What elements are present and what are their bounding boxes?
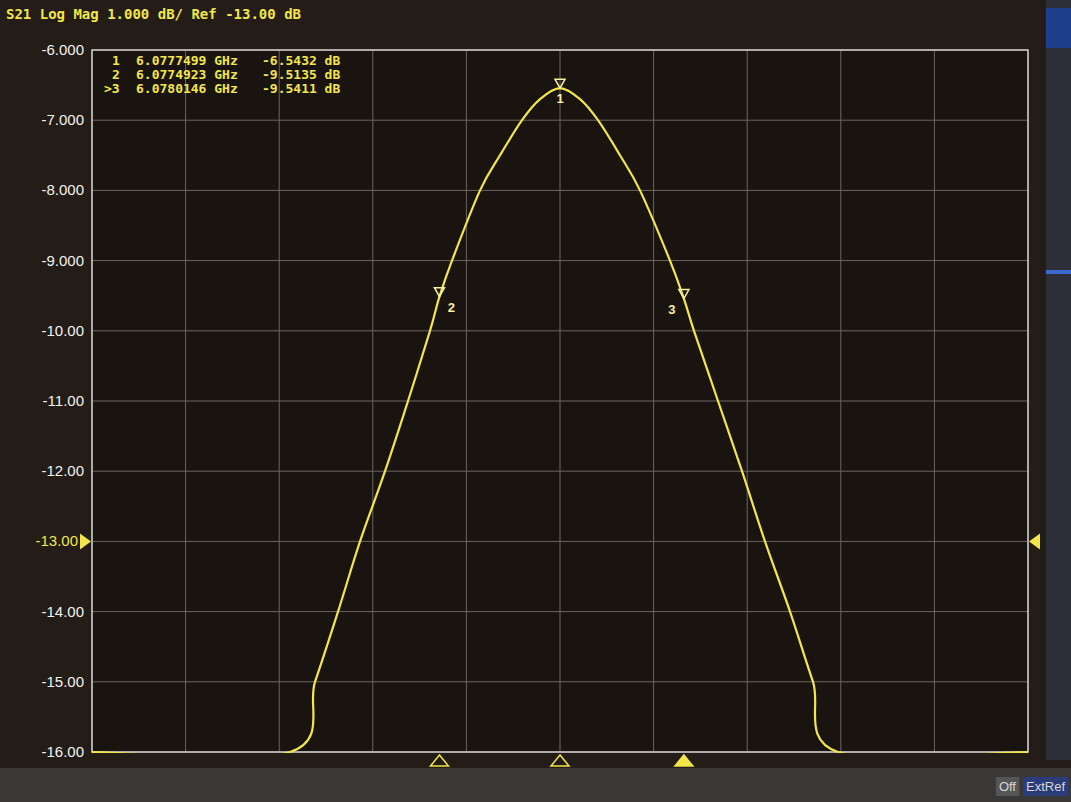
status-text: ExtRef [1026,779,1065,794]
y-tick-label: -11.00 [43,392,84,409]
status-box [1023,777,1068,796]
marker-triangle [679,290,689,299]
grid-line-y [92,120,1028,121]
marker-list-value: -9.5411 dB [262,81,340,96]
title: S21 Log Mag 1.000 dB/ Ref -13.00 dB [6,6,301,22]
side-panel-tab [1046,270,1071,274]
plot-frame [92,50,1028,752]
marker-list-value: -6.5432 dB [262,53,340,68]
marker-label: 3 [668,302,675,317]
background [0,0,1071,802]
marker-label: 2 [448,300,455,315]
side-panel-tab [1046,8,1071,48]
status-bar [0,768,1071,802]
y-tick-label: -8.000 [41,181,84,198]
side-panel [1046,0,1071,760]
ref-level-marker [1029,533,1040,549]
marker-axis-indicator [675,755,693,766]
y-tick-label: -7.000 [41,111,84,128]
grid-line-y [92,190,1028,191]
screen: -6.000 -7.000 -8.000 -9.000 -10.00 -11.00 -12.… [0,0,1071,802]
grid-line-y [92,541,1028,542]
y-tick-label: -13.00 [35,532,78,549]
y-tick-label: -15.00 [41,673,84,690]
grid-line-y [92,681,1028,682]
marker-axis-indicator [430,755,448,766]
marker-list-value: -9.5135 dB [262,67,340,82]
grid-line-y [92,611,1028,612]
marker-list-name: >3 [104,81,120,96]
y-tick-label: -12.00 [41,462,84,479]
y-tick-label: -10.00 [41,322,84,339]
marker-list-name: 2 [112,67,120,82]
marker-triangle [434,288,444,297]
ref-level-marker [80,533,91,549]
marker-list-name: 1 [112,53,120,68]
marker-triangle [555,79,565,88]
marker-list-frequency: 6.0777499 GHz [136,53,238,68]
status-text: Off [999,779,1016,794]
grid-line-y [92,260,1028,261]
grid-line-y [92,471,1028,472]
grid-line-y [92,401,1028,402]
plot-area [92,50,1028,752]
marker-label: 1 [556,91,563,106]
y-tick-label: -14.00 [41,603,84,620]
grid-line-y [92,330,1028,331]
status-box [996,777,1019,796]
marker-list-frequency: 6.0780146 GHz [136,81,238,96]
y-tick-label: -16.00 [41,743,84,760]
y-tick-label: -6.000 [41,41,84,58]
trace-group [92,88,1028,753]
trace-line [92,88,1028,753]
y-tick-label: -9.000 [41,252,84,269]
marker-axis-indicator [551,755,569,766]
marker-list-frequency: 6.0774923 GHz [136,67,238,82]
